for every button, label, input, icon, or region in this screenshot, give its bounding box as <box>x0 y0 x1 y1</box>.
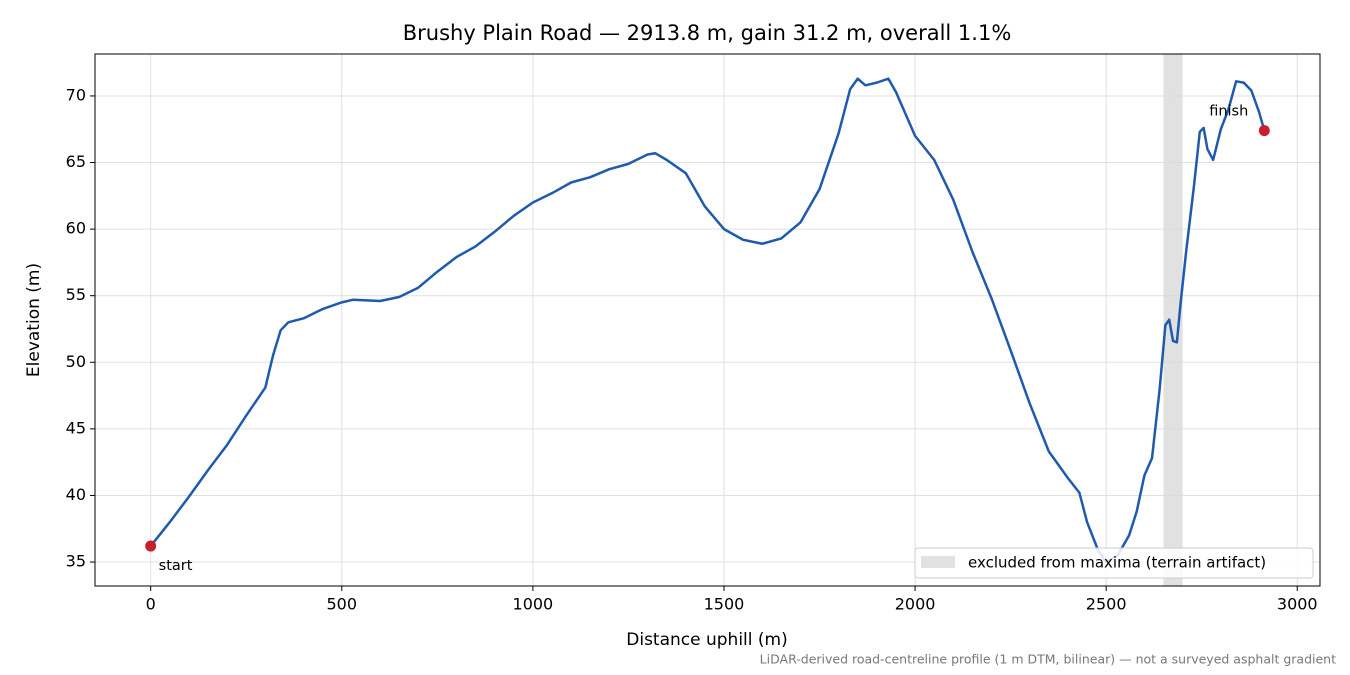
endpoint-marker <box>145 540 157 552</box>
y-tick-label: 50 <box>66 352 86 371</box>
x-tick-label: 1500 <box>704 595 745 614</box>
legend-swatch <box>921 556 955 568</box>
x-tick-label: 2500 <box>1086 595 1127 614</box>
x-axis-label: Distance uphill (m) <box>626 630 787 650</box>
x-tick-label: 3000 <box>1277 595 1318 614</box>
y-axis-label: Elevation (m) <box>24 263 44 377</box>
legend-label: excluded from maxima (terrain artifact) <box>968 554 1266 572</box>
y-tick-label: 65 <box>66 152 86 171</box>
x-tick-label: 0 <box>146 595 156 614</box>
chart-title: Brushy Plain Road — 2913.8 m, gain 31.2 … <box>403 21 1012 45</box>
y-tick-label: 40 <box>66 485 86 504</box>
y-tick-label: 55 <box>66 285 86 304</box>
elevation-line <box>149 77 1266 564</box>
y-tick-label: 60 <box>66 219 86 238</box>
legend-box <box>914 547 1314 579</box>
excluded-span <box>1163 54 1183 586</box>
y-tick-label: 70 <box>66 85 86 104</box>
finish-label: finish <box>1209 104 1248 120</box>
plot-frame <box>94 53 1321 587</box>
start-label: start <box>159 558 193 574</box>
endpoint-marker <box>1258 125 1270 137</box>
footnote: LiDAR-derived road-centreline profile (1… <box>760 652 1336 667</box>
x-tick-label: 500 <box>327 595 358 614</box>
x-tick-label: 2000 <box>895 595 936 614</box>
y-tick-label: 45 <box>66 418 86 437</box>
x-tick-label: 1000 <box>513 595 554 614</box>
y-tick-label: 35 <box>66 552 86 571</box>
